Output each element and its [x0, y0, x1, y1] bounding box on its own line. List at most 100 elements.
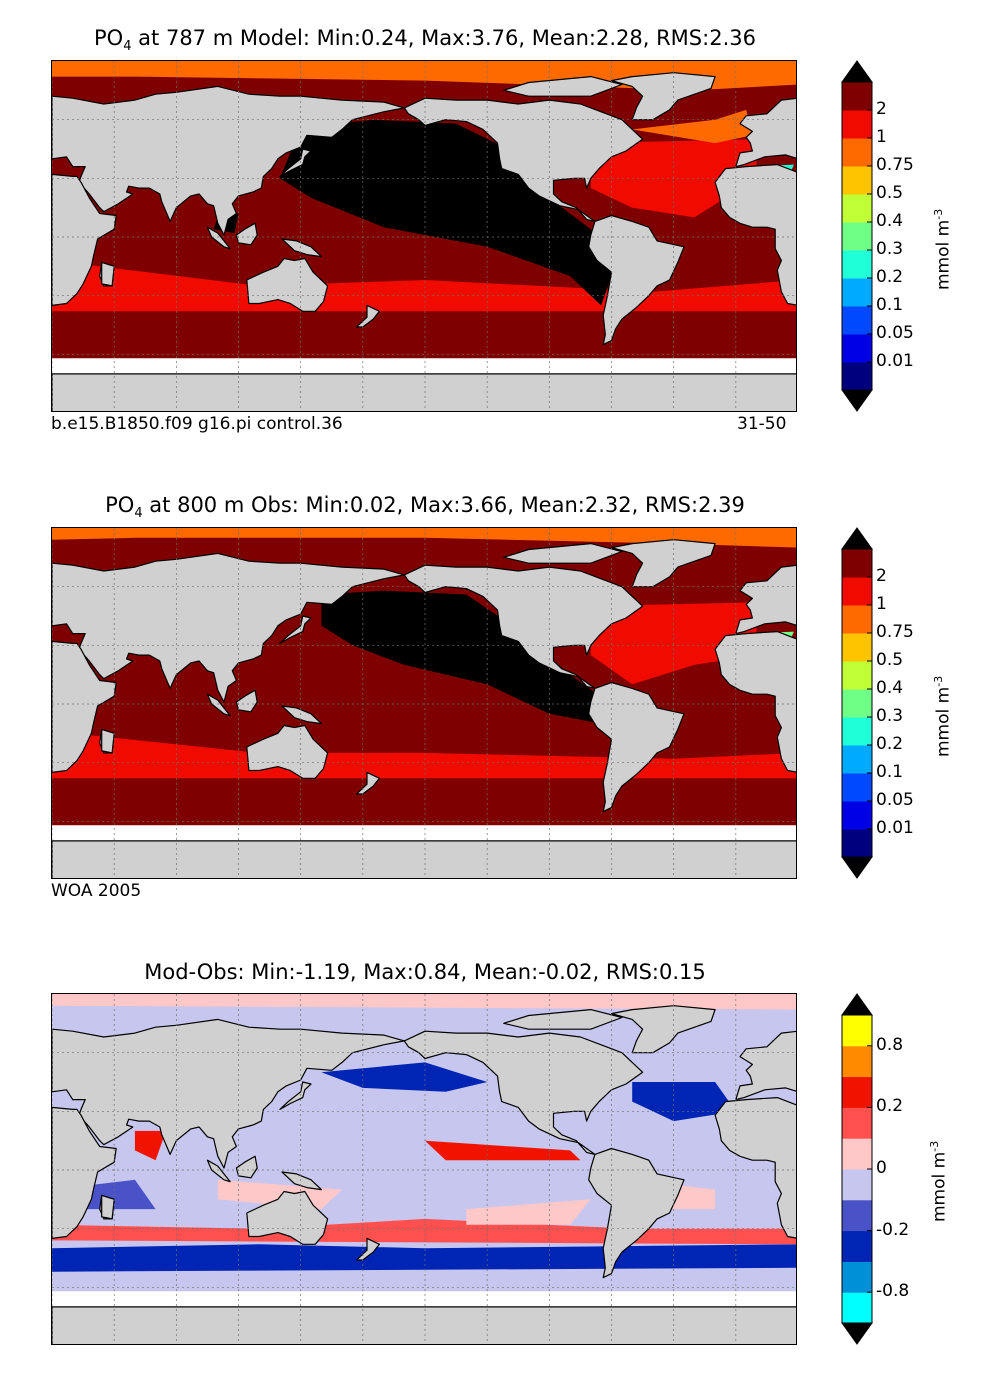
colorbar-swatch	[842, 334, 872, 363]
colorbar-tick-label: 0.5	[876, 183, 904, 203]
land-nAmerica	[403, 564, 644, 689]
colorbar-tick-label: 0.2	[876, 1096, 904, 1117]
colorbar-swatch	[842, 1169, 872, 1201]
land-arctic	[503, 543, 623, 564]
colorbar-swatch	[842, 1107, 872, 1139]
field-contour-region	[632, 109, 753, 144]
field-contour-region	[52, 528, 796, 548]
colorbar-tick-label: 0.05	[876, 790, 914, 810]
panel-1-footer-left: b.e15.B1850.f09 g16.pi control.36	[51, 414, 343, 434]
land-mask	[52, 539, 796, 878]
colorbar-swatch	[842, 1292, 872, 1324]
panel-2-title: PO4 at 800 m Obs: Min:0.02, Max:3.66, Me…	[105, 493, 745, 522]
land-japan	[279, 615, 312, 645]
colorbar-swatch	[842, 278, 872, 307]
panel-1-field	[52, 61, 796, 411]
colorbar-tick-label: 0.3	[876, 239, 904, 259]
field-contour-region	[52, 994, 796, 1010]
panel-1-map	[51, 60, 797, 412]
colorbar-tick-label: 0.5	[876, 650, 904, 670]
colorbar-swatch	[842, 194, 872, 223]
colorbar-swatch	[842, 1261, 872, 1293]
colorbar-swatch	[842, 222, 872, 251]
colorbar-tick-label: 0.1	[876, 762, 904, 782]
colorbar-tick-label: 0.75	[876, 155, 914, 175]
panel-2-footer-left: WOA 2005	[51, 881, 142, 901]
colorbar-over-arrow	[841, 527, 873, 550]
land-europeWest	[735, 564, 796, 635]
colorbar-swatch	[842, 82, 872, 111]
land-newGuinea	[281, 705, 322, 725]
colorbar-swatch	[842, 250, 872, 279]
colorbar-tick-label: 0.3	[876, 706, 904, 726]
panel-1-colorbar: 0.01 0.05 0.1 0.2 0.3 0.4 0.5 0.75 1 2	[838, 60, 978, 412]
field-contour-region	[321, 590, 612, 724]
land-sAmerica	[588, 681, 685, 813]
colorbar-swatch	[842, 605, 872, 634]
colorbar-tick-label: 0.01	[876, 351, 914, 371]
colorbar-tick-label: 0	[876, 1158, 887, 1178]
colorbar-swatch	[842, 1199, 872, 1232]
field-contour-region	[466, 1199, 591, 1225]
panel-1-colorbar-unit: mmol m-3	[932, 208, 954, 290]
land-sumatra	[206, 1159, 231, 1183]
colorbar-tick-label: 2	[876, 566, 887, 586]
field-contour-region	[52, 1244, 796, 1272]
land-sumatra	[206, 693, 231, 717]
panel-1-footer-right: 31-50	[737, 414, 787, 434]
colorbar-swatch	[842, 773, 872, 802]
panel-1-title: PO4 at 787 m Model: Min:0.24, Max:3.76, …	[94, 26, 756, 55]
land-europeWest	[735, 97, 796, 168]
colorbar-swatch	[842, 166, 872, 195]
land-africa	[52, 1106, 117, 1239]
panel-3-title: Mod-Obs: Min:-1.19, Max:0.84, Mean:-0.02…	[144, 960, 706, 984]
colorbar-swatch	[842, 549, 872, 578]
land-mask	[52, 72, 796, 411]
colorbar-swatch	[842, 1015, 872, 1047]
colorbar-tick-label: 0.05	[876, 323, 914, 343]
land-africa	[52, 640, 117, 773]
colorbar-tick-label: 0.2	[876, 267, 904, 287]
colorbar-over-arrow	[841, 993, 873, 1016]
graticule	[52, 61, 796, 411]
colorbar-tick-label: 0.8	[876, 1034, 904, 1055]
land-antarctica	[52, 373, 796, 411]
land-mask	[52, 1005, 796, 1344]
colorbar-tick-label: -0.8	[876, 1281, 910, 1302]
land-nAmerica	[403, 97, 644, 222]
colorbar-swatch	[842, 362, 872, 391]
panel-2-colorbar: 0.01 0.05 0.1 0.2 0.3 0.4 0.5 0.75 1 2	[838, 527, 978, 879]
land-madagascar	[101, 261, 115, 287]
panel-3-colorbar-unit: mmol m-3	[928, 1140, 950, 1222]
colorbar-swatch	[842, 717, 872, 746]
land-japan	[279, 1081, 312, 1111]
land-africaWest	[714, 630, 796, 773]
colorbar-swatch	[842, 110, 872, 139]
colorbar-swatch	[842, 1076, 872, 1108]
land-europeWest	[735, 1030, 796, 1101]
colorbar-swatch	[842, 633, 872, 662]
land-nAmerica	[403, 1030, 644, 1155]
colorbar-tick-label: 0.1	[876, 295, 904, 315]
land-newGuinea	[281, 238, 322, 258]
graticule	[52, 528, 796, 878]
colorbar-over-arrow	[841, 60, 873, 83]
colorbar-tick-label: 0.01	[876, 818, 914, 838]
panel-3-map	[51, 993, 797, 1345]
graticule	[52, 994, 796, 1344]
land-antarctica	[52, 840, 796, 878]
panel-3-colorbar: -0.8 -0.2 0 0.2 0.8	[838, 993, 978, 1345]
land-sumatra	[206, 226, 231, 250]
colorbar-tick-label: 1	[876, 594, 887, 614]
land-arctic	[503, 1009, 623, 1030]
colorbar-tick-label: 1	[876, 127, 887, 147]
colorbar-under-arrow	[841, 856, 873, 879]
land-sAmerica	[588, 1147, 685, 1279]
panel-3-field	[52, 994, 796, 1344]
colorbar-swatch	[842, 829, 872, 858]
colorbar-swatch	[842, 745, 872, 774]
land-antarctica	[52, 1306, 796, 1344]
land-australia	[246, 724, 329, 779]
colorbar-tick-label: 0.75	[876, 622, 914, 642]
panel-2-map	[51, 527, 797, 879]
